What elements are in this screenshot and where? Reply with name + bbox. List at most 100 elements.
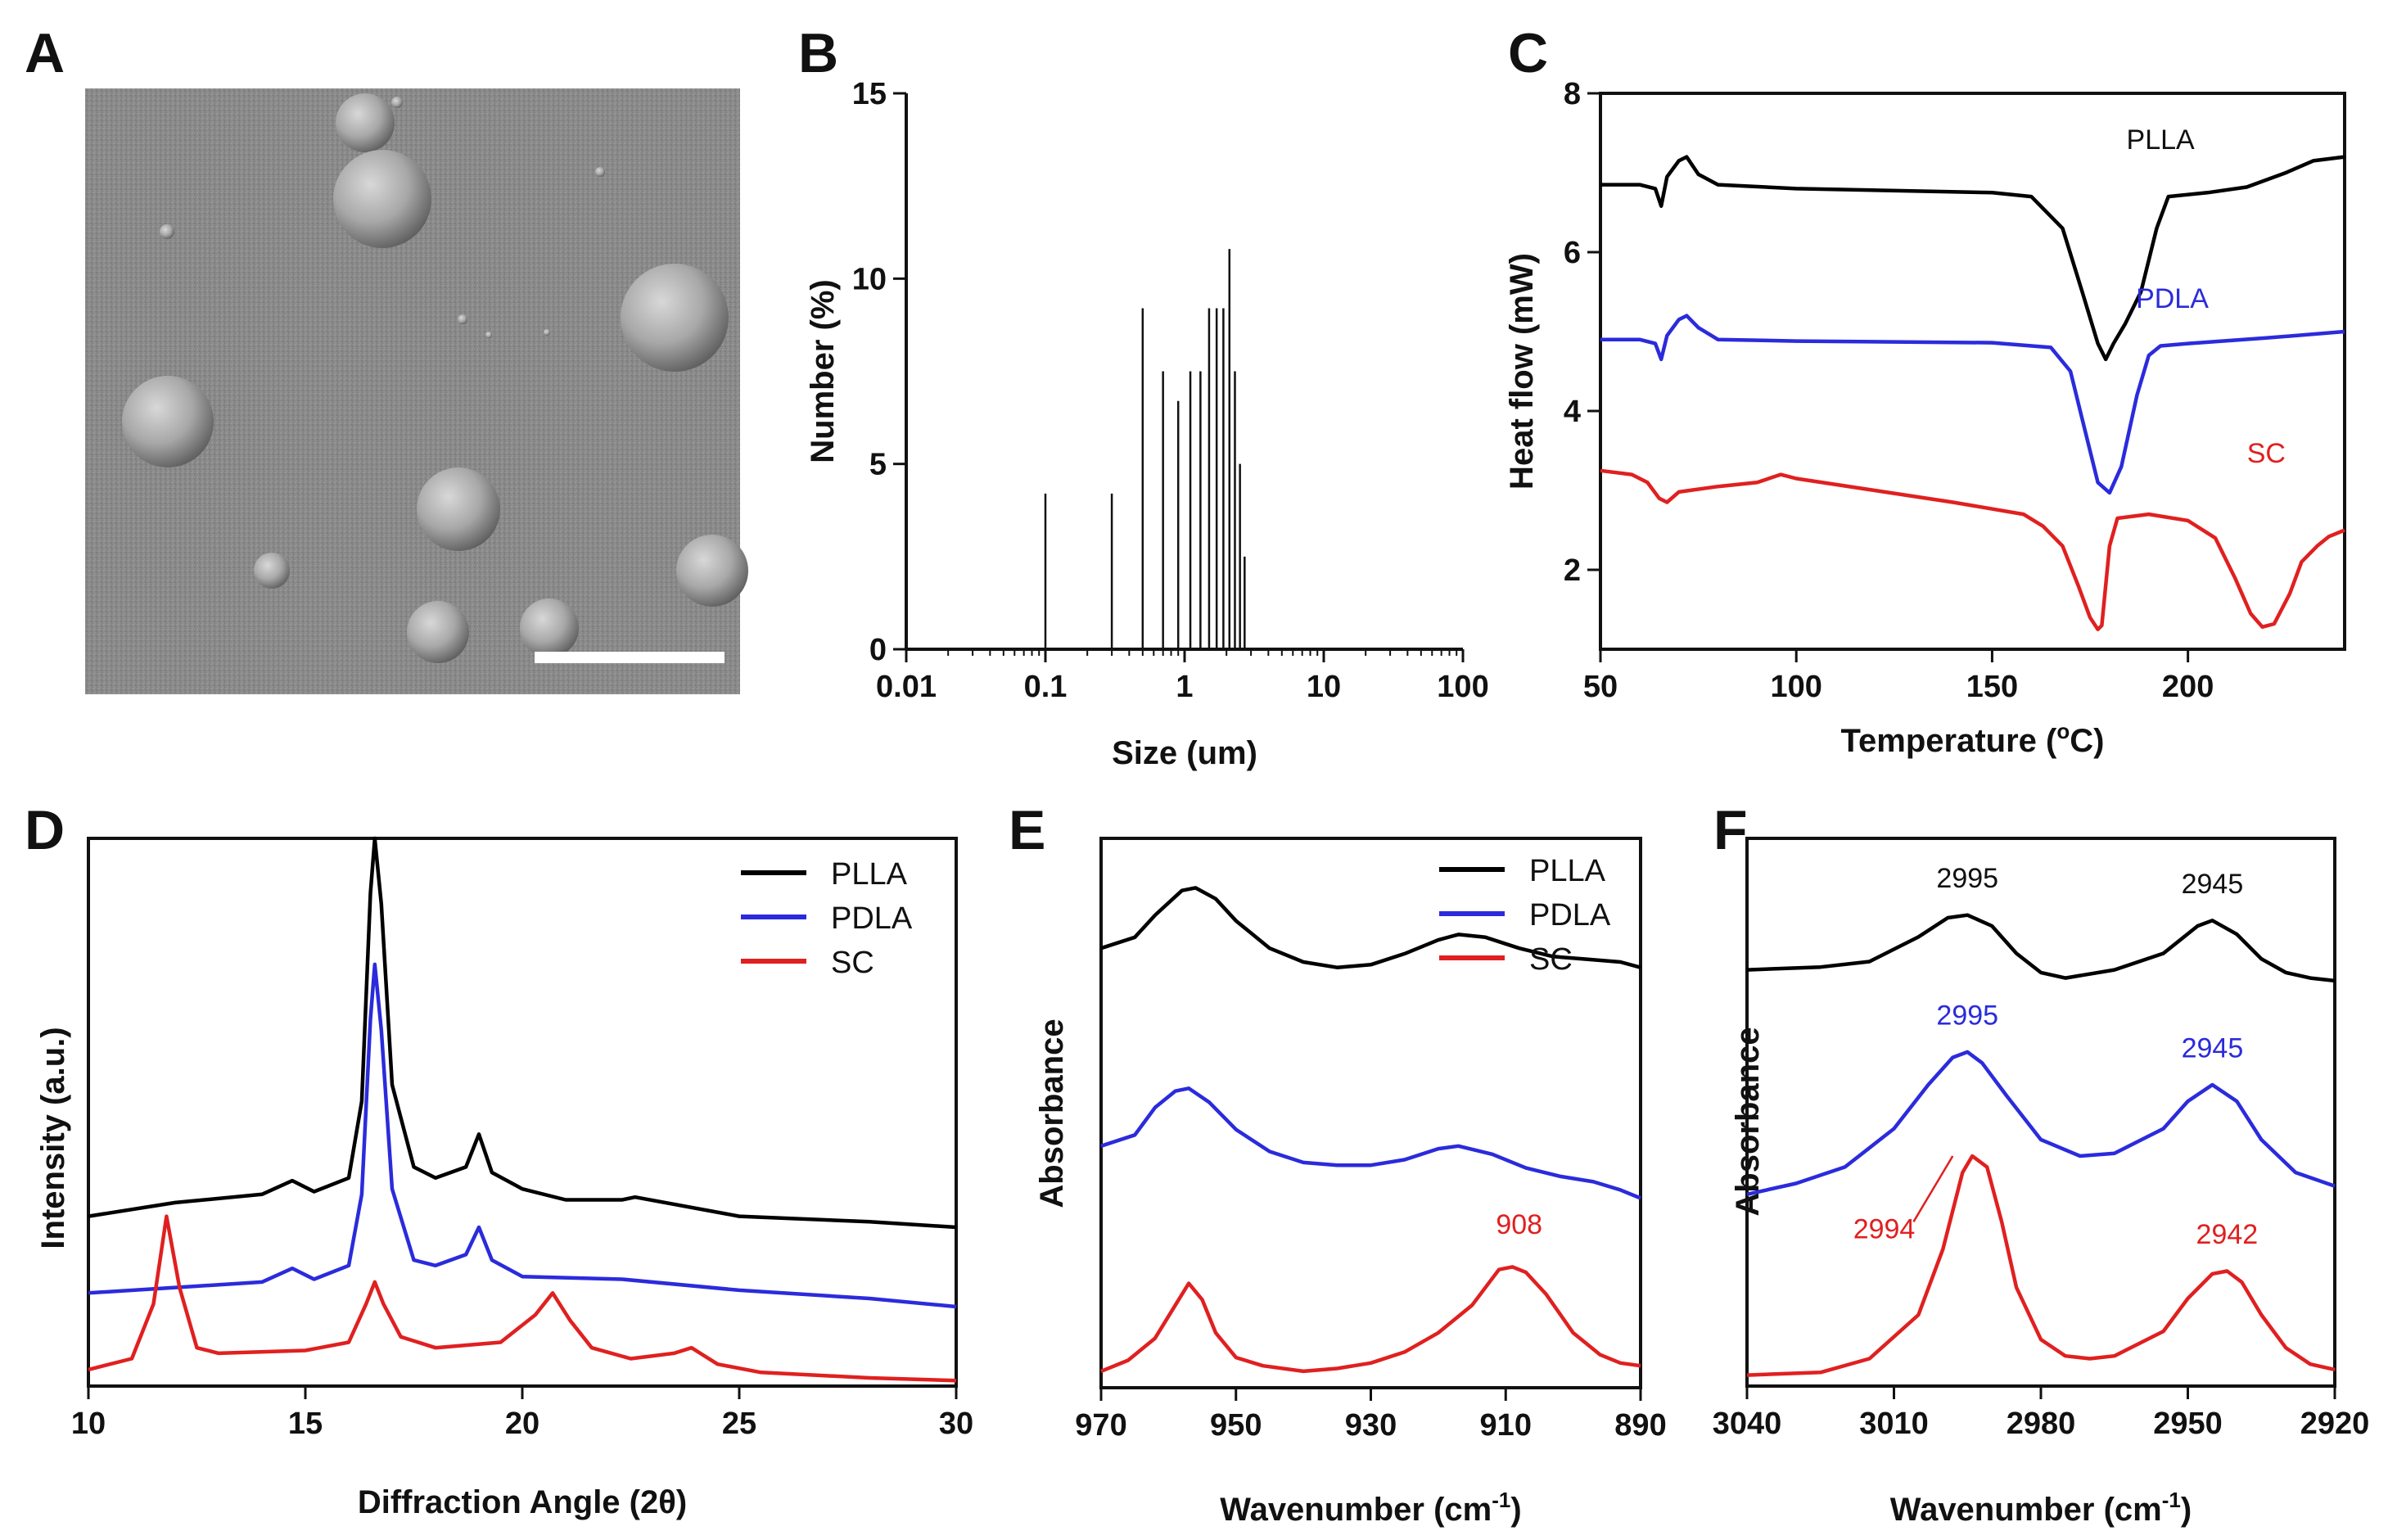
y-tick-label: 10	[852, 262, 887, 296]
microsphere	[520, 598, 579, 657]
microsphere-small	[391, 97, 403, 108]
microsphere-small	[160, 224, 174, 239]
x-tick-label: 970	[1075, 1408, 1126, 1443]
x-axis-title-end: )	[2181, 1492, 2192, 1528]
x-tick-label: 30	[939, 1407, 973, 1441]
x-axis-title-text: Wavenumber (cm	[1890, 1492, 2162, 1528]
panel-letter-d: D	[25, 799, 65, 861]
x-axis-title: Wavenumber (cm-1)	[1220, 1488, 1521, 1528]
series-pdla	[88, 962, 957, 1309]
peak-label: 2995	[1936, 1000, 1998, 1031]
panel-f-ftir: 3040 3010 2980 2950 2920 2995 2945 2995 2945 2994…	[1713, 837, 2370, 1528]
y-axis-title: Number (%)	[805, 279, 841, 463]
series-plla	[1600, 155, 2345, 362]
legend-label: PLLA	[1529, 854, 1606, 888]
x-axis-title: Size (um)	[1112, 735, 1257, 771]
curve-label: SC	[2247, 438, 2286, 469]
x-axis-title-sup: o	[2056, 719, 2070, 743]
y-tick-label: 8	[1564, 77, 1581, 111]
x-tick-label: 50	[1583, 670, 1618, 704]
x-axis-title: Diffraction Angle (2θ)	[358, 1484, 687, 1520]
y-tick-label: 2	[1564, 553, 1581, 588]
y-axis-title: Heat flow (mW)	[1504, 253, 1540, 490]
x-tick-label: 10	[71, 1407, 106, 1441]
peak-label: 2945	[2182, 1033, 2244, 1064]
x-axis-title-end: C)	[2070, 723, 2104, 759]
x-axis-title-text: Temperature (	[1841, 723, 2057, 759]
x-tick-label: 100	[1771, 670, 1822, 704]
plot-frame	[87, 837, 958, 1388]
microsphere	[122, 376, 214, 467]
series-sc	[88, 1214, 957, 1383]
x-tick-label: 0.01	[876, 670, 937, 704]
series-plla	[1100, 886, 1641, 969]
y-tick-label: 4	[1564, 395, 1581, 429]
x-tick-label: 910	[1480, 1408, 1532, 1443]
x-tick-label: 15	[288, 1407, 323, 1441]
series-pdla	[1746, 1050, 2336, 1196]
series-pdla	[1100, 1086, 1641, 1200]
x-tick-label: 100	[1437, 670, 1488, 704]
y-tick-label: 6	[1564, 236, 1581, 270]
series-sc	[1746, 1154, 2336, 1377]
x-tick-label: 890	[1614, 1408, 1666, 1443]
microsphere	[336, 93, 395, 152]
x-tick-label: 1	[1176, 670, 1193, 704]
microsphere-small	[544, 329, 550, 336]
series-plla	[88, 836, 957, 1230]
legend-label: SC	[831, 946, 874, 980]
x-axis-title-text: Wavenumber (cm	[1220, 1492, 1492, 1528]
legend-label: PDLA	[831, 901, 913, 936]
x-tick-label: 930	[1345, 1408, 1397, 1443]
scale-bar	[535, 652, 725, 663]
x-tick-label: 150	[1966, 670, 2018, 704]
y-axis-title: Intensity (a.u.)	[35, 1027, 71, 1249]
panel-a-sem-image	[85, 88, 748, 694]
legend-label: PDLA	[1529, 898, 1611, 933]
panel-letter-b: B	[798, 22, 838, 84]
y-tick-label: 15	[852, 77, 887, 111]
peak-label: 2995	[1936, 863, 1998, 894]
x-tick-label: 950	[1210, 1408, 1262, 1443]
peak-leader-line	[1912, 1155, 1954, 1222]
peak-label: 2942	[2196, 1219, 2259, 1250]
y-axis-title: Absorbance	[1730, 1027, 1766, 1216]
panel-letter-a: A	[25, 22, 65, 84]
panel-letter-f: F	[1713, 799, 1748, 861]
microsphere-small	[458, 314, 467, 324]
plot-frame	[1599, 92, 2346, 651]
y-tick-label: 0	[869, 633, 887, 667]
series-pdla	[1600, 314, 2345, 495]
peak-label: 2994	[1853, 1213, 1916, 1244]
x-tick-label: 0.1	[1024, 670, 1068, 704]
x-tick-label: 10	[1307, 670, 1341, 704]
y-tick-label: 5	[869, 448, 887, 482]
x-tick-label: 3010	[1859, 1407, 1929, 1441]
series-sc	[1100, 1265, 1641, 1374]
x-tick-label: 200	[2162, 670, 2214, 704]
microsphere	[254, 553, 290, 589]
panel-d-xrd: 10 15 20 25 30 PLLA PDLA SC Diffraction Angle (2…	[35, 836, 973, 1520]
x-tick-label: 2980	[2007, 1407, 2076, 1441]
x-axis-title-sup: -1	[1492, 1488, 1510, 1512]
x-axis-title-sup: -1	[2162, 1488, 2181, 1512]
peak-label: 908	[1496, 1209, 1542, 1240]
x-tick-label: 2950	[2153, 1407, 2223, 1441]
microsphere	[333, 150, 431, 248]
panel-letter-c: C	[1508, 22, 1548, 84]
panel-b-size-distribution: 0.01 0.1 1 10 100 0 5 10 15 Size (um) Number (%)	[805, 77, 1489, 771]
curve-label: PDLA	[2136, 283, 2209, 314]
x-tick-label: 2920	[2300, 1407, 2370, 1441]
curve-label: PLLA	[2127, 124, 2195, 156]
x-tick-label: 25	[722, 1407, 756, 1441]
legend-label: SC	[1529, 942, 1573, 977]
microsphere	[676, 535, 748, 607]
microsphere-small	[595, 167, 605, 177]
series-plla	[1746, 913, 2336, 983]
x-axis-title: Temperature (oC)	[1841, 719, 2105, 759]
x-axis-title-end: )	[1510, 1492, 1521, 1528]
panel-e-ftir: 970 950 930 910 890 PLLA PDLA SC 908 Wavenumber (…	[1034, 837, 1667, 1528]
panel-letter-e: E	[1009, 799, 1045, 861]
x-axis-title: Wavenumber (cm-1)	[1890, 1488, 2192, 1528]
